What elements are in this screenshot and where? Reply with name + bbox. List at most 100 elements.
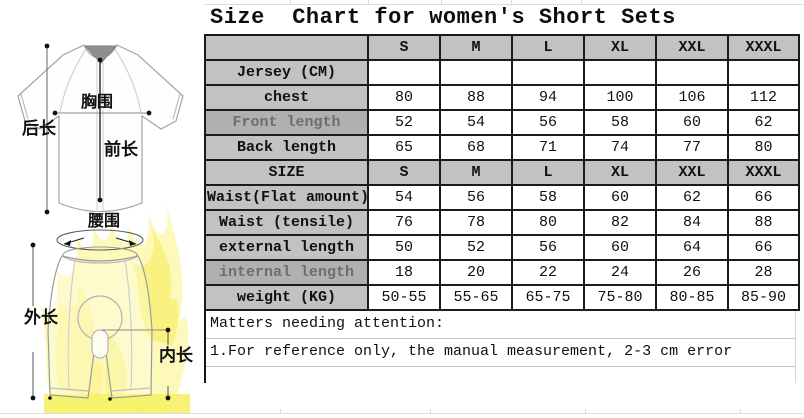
table-cell: M (439, 159, 513, 186)
table-cell: XL (583, 159, 657, 186)
corner-cell (204, 34, 369, 61)
note-item: 1.For reference only, the manual measure… (206, 339, 795, 367)
table-cell: 66 (727, 184, 800, 211)
table-cell: 62 (655, 184, 729, 211)
table-cell: 58 (583, 109, 657, 136)
row-label: SIZE (204, 159, 369, 186)
internal-length-label: 内长 (159, 346, 193, 366)
table-cell: 74 (583, 134, 657, 161)
size-column-header: L (511, 34, 585, 61)
waist-measure (56, 229, 144, 264)
table-cell: 112 (727, 84, 800, 111)
table-cell: S (367, 159, 441, 186)
chart-panel: Size Chart for women's Short Sets S M L XL X… (204, 0, 800, 383)
external-length-label: 外长 (24, 308, 58, 328)
notes-heading: Matters needing attention: (206, 311, 795, 339)
table-row: Jersey (CM) (204, 59, 800, 86)
collar-fill (83, 45, 118, 64)
table-cell: 26 (655, 259, 729, 286)
table-cell: 66 (727, 234, 800, 261)
gridline (280, 409, 281, 414)
table-row: weight (KG) 50-55 55-65 65-75 75-80 80-85 85-9… (204, 284, 800, 311)
gridline (0, 413, 804, 414)
gridline (139, 409, 140, 414)
notes-section: Matters needing attention: 1.For referen… (204, 311, 796, 383)
table-cell: XXL (655, 159, 729, 186)
table-row: Waist (tensile) 76 78 80 82 84 88 (204, 209, 800, 236)
table-cell: 80-85 (655, 284, 729, 311)
table-cell: 50-55 (367, 284, 441, 311)
table-cell (511, 59, 585, 86)
gridline (511, 0, 512, 4)
table-cell: L (511, 159, 585, 186)
table-cell: 24 (583, 259, 657, 286)
size-table: S M L XL XXL XXXL Jersey (CM) chest 80 88 94 100 106… (204, 34, 800, 311)
gridline (740, 409, 741, 414)
jersey-measure-lines (44, 43, 152, 215)
garment-diagram-art (17, 43, 190, 414)
table-cell: 75-80 (583, 284, 657, 311)
table-row: Front length 52 54 56 58 60 62 (204, 109, 800, 136)
gridline (581, 0, 582, 4)
table-cell: 54 (439, 109, 513, 136)
table-row: external length 50 52 56 60 64 66 (204, 234, 800, 261)
table-cell: 88 (727, 209, 800, 236)
size-column-header: XXXL (727, 34, 800, 61)
table-cell: 54 (367, 184, 441, 211)
table-cell: 76 (367, 209, 441, 236)
table-cell: 56 (511, 109, 585, 136)
back-length-label: 后长 (22, 119, 56, 139)
table-cell (367, 59, 441, 86)
table-cell: 88 (439, 84, 513, 111)
table-cell: 85-90 (727, 284, 800, 311)
table-cell: 56 (511, 234, 585, 261)
garment-diagram: 后长 胸围 前长 腰围 外长 内长 (0, 0, 204, 418)
table-cell: 28 (727, 259, 800, 286)
table-cell: XXXL (727, 159, 800, 186)
table-cell (655, 59, 729, 86)
gridline (441, 0, 442, 4)
table-cell: 94 (511, 84, 585, 111)
table-cell: 56 (439, 184, 513, 211)
table-cell: 60 (655, 109, 729, 136)
size-column-header: M (439, 34, 513, 61)
gridline (585, 409, 586, 414)
row-label: Back length (204, 134, 369, 161)
table-cell: 20 (439, 259, 513, 286)
size-column-header: XL (583, 34, 657, 61)
size-column-header: XXL (655, 34, 729, 61)
table-cell: 60 (583, 234, 657, 261)
table-cell: 82 (583, 209, 657, 236)
table-cell (583, 59, 657, 86)
row-label: weight (KG) (204, 284, 369, 311)
size-column-header: S (367, 34, 441, 61)
table-row: Back length 65 68 71 74 77 80 (204, 134, 800, 161)
table-cell (439, 59, 513, 86)
table-cell: 65-75 (511, 284, 585, 311)
table-cell: 71 (511, 134, 585, 161)
chest-label: 胸围 (81, 92, 114, 111)
row-label: Waist (tensile) (204, 209, 369, 236)
row-label: Front length (204, 109, 369, 136)
table-cell: 77 (655, 134, 729, 161)
table-cell (727, 59, 800, 86)
table-cell: 18 (367, 259, 441, 286)
row-label: internal length (204, 259, 369, 286)
table-row: SIZE S M L XL XXL XXXL (204, 159, 800, 186)
row-label: chest (204, 84, 369, 111)
table-cell: 80 (511, 209, 585, 236)
table-cell: 60 (583, 184, 657, 211)
row-label: external length (204, 234, 369, 261)
table-cell: 80 (727, 134, 800, 161)
gridline (430, 409, 431, 414)
gridline (368, 0, 369, 4)
row-label: Waist(Flat amount) (204, 184, 369, 211)
table-row: chest 80 88 94 100 106 112 (204, 84, 800, 111)
page-title: Size Chart for women's Short Sets (210, 5, 676, 30)
table-cell: 64 (655, 234, 729, 261)
table-row: Waist(Flat amount) 54 56 58 60 62 66 (204, 184, 800, 211)
table-cell: 100 (583, 84, 657, 111)
table-cell: 65 (367, 134, 441, 161)
table-cell: 84 (655, 209, 729, 236)
